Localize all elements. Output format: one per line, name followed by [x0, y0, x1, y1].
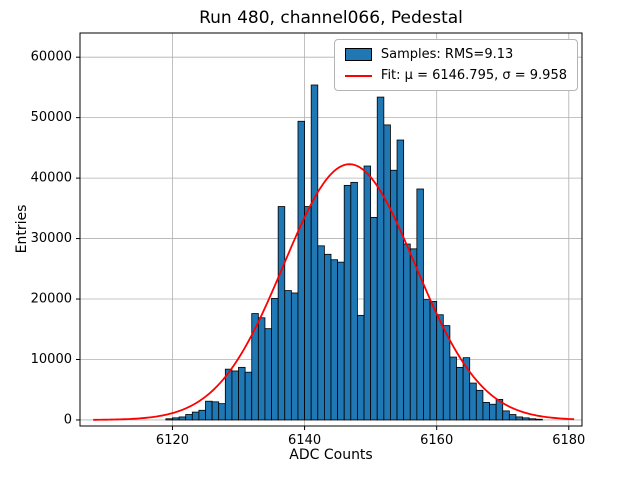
histogram-bar	[403, 243, 411, 421]
histogram-bar	[363, 165, 372, 421]
histogram-bar	[244, 371, 253, 421]
histogram-bar	[535, 418, 543, 421]
histogram-bar	[502, 410, 510, 421]
histogram-bar	[317, 245, 325, 421]
histogram-bar	[482, 402, 490, 421]
fit-curve	[93, 163, 575, 421]
histogram-bar	[475, 389, 484, 421]
histogram-bar	[396, 139, 405, 421]
histogram-bar	[449, 356, 457, 421]
axes-frame	[79, 32, 583, 427]
histogram-bar	[271, 298, 279, 421]
histogram-bar	[323, 253, 332, 421]
histogram-bar	[290, 292, 299, 421]
legend: Samples: RMS=9.13 Fit: μ = 6146.795, σ =…	[333, 39, 578, 91]
histogram-bar	[469, 382, 477, 421]
y-tick-label: 30000	[31, 231, 72, 246]
y-tick-label: 20000	[31, 292, 72, 307]
histogram-bar	[238, 366, 246, 421]
histogram-bar	[330, 259, 339, 421]
legend-label-fit: Fit: μ = 6146.795, σ = 9.958	[380, 68, 567, 83]
histogram-bar	[343, 184, 352, 421]
x-tick-label: 6160	[420, 433, 453, 448]
histogram-bar	[304, 206, 312, 421]
histogram-bar	[165, 418, 173, 421]
y-tick-label: 50000	[31, 110, 72, 125]
histogram-bar	[390, 169, 398, 421]
y-axis-label: Entries	[14, 204, 30, 254]
histogram-bar	[231, 370, 239, 421]
histogram-bar	[264, 328, 272, 421]
x-tick-label: 6120	[156, 433, 189, 448]
histogram-bar	[198, 409, 206, 421]
fit-line-swatch-icon	[344, 74, 372, 77]
y-tick-label: 60000	[31, 50, 72, 65]
histogram-bar	[191, 411, 200, 421]
histogram-swatch-icon	[344, 48, 372, 61]
histogram-bar	[172, 417, 180, 421]
x-tick-label: 6180	[552, 433, 585, 448]
x-tick-label: 6140	[288, 433, 321, 448]
histogram-bar	[277, 206, 286, 421]
histogram-bar	[528, 418, 537, 421]
histogram-bar	[337, 261, 345, 421]
chart-title: Run 480, channel066, Pedestal	[199, 8, 463, 28]
histogram-bar	[205, 400, 213, 421]
histogram-bar	[185, 414, 193, 421]
histogram-bar	[350, 181, 358, 421]
histogram-bar	[376, 96, 385, 421]
histogram-bar	[409, 248, 418, 421]
y-tick-label: 10000	[31, 352, 72, 367]
histogram-bar	[218, 403, 226, 421]
histogram-bar	[284, 290, 292, 421]
histogram-bar	[495, 398, 504, 421]
histogram-bar	[357, 314, 365, 421]
histogram-bar	[489, 403, 497, 421]
legend-entry-fit: Fit: μ = 6146.795, σ = 9.958	[344, 68, 567, 83]
histogram-bar	[211, 401, 220, 421]
y-tick-label: 40000	[31, 171, 72, 186]
histogram-bar	[522, 417, 530, 421]
histogram-bar	[383, 124, 391, 421]
histogram-bar	[456, 366, 464, 421]
histogram-bar	[370, 217, 378, 421]
x-axis-label: ADC Counts	[289, 447, 373, 463]
histogram-bar	[436, 314, 444, 421]
histogram-bar	[416, 188, 424, 421]
histogram-bar	[310, 84, 319, 421]
histogram-bar	[515, 416, 523, 421]
histogram-bar	[423, 299, 431, 421]
histogram-bar	[257, 317, 266, 421]
histogram-bar	[508, 414, 517, 421]
histogram-bar	[178, 416, 187, 421]
y-tick-label: 0	[64, 412, 72, 427]
histogram-bar	[429, 301, 438, 421]
legend-entry-samples: Samples: RMS=9.13	[344, 47, 567, 62]
histogram-bar	[297, 120, 305, 421]
legend-label-samples: Samples: RMS=9.13	[380, 47, 514, 62]
